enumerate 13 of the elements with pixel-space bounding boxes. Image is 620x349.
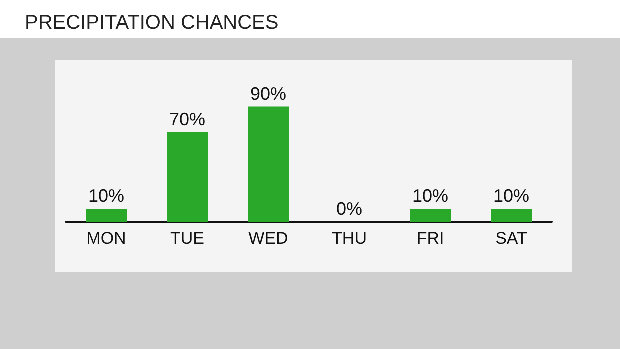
x-tick-label: THU bbox=[332, 229, 367, 248]
x-tick-label: MON bbox=[86, 229, 126, 248]
data-label: 10% bbox=[493, 186, 530, 206]
data-label: 70% bbox=[169, 109, 206, 130]
x-tick-label: SAT bbox=[496, 229, 528, 248]
data-label: 10% bbox=[412, 186, 449, 206]
x-tick-label: WED bbox=[248, 229, 288, 248]
data-label: 90% bbox=[250, 84, 287, 104]
data-label: 10% bbox=[88, 186, 125, 206]
chart-title: PRECIPITATION CHANCES bbox=[25, 12, 279, 34]
data-label: 0% bbox=[336, 199, 363, 219]
x-tick-label: FRI bbox=[416, 229, 444, 248]
x-tick-label: TUE bbox=[170, 229, 204, 248]
